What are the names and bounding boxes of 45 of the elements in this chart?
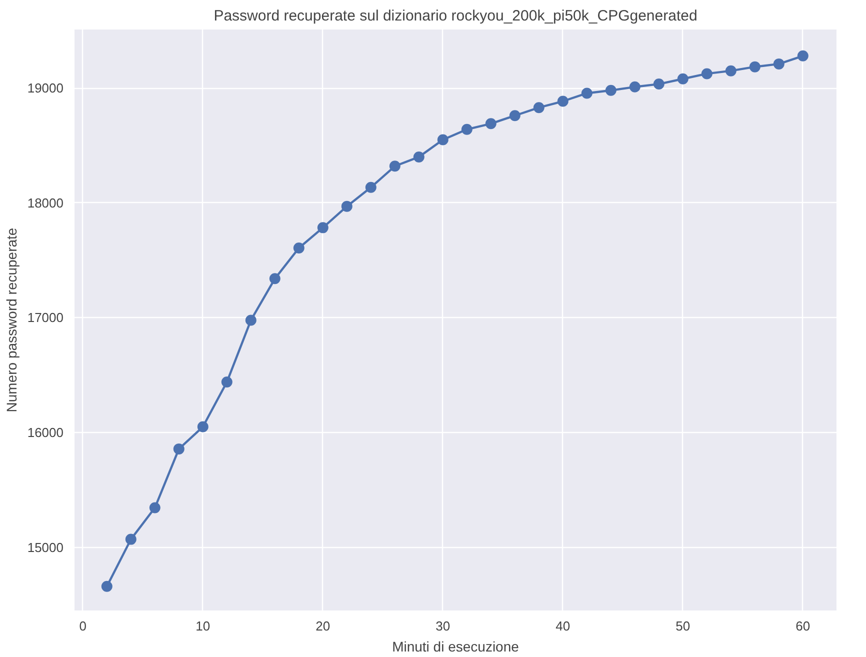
x-tick-label: 0 [79,618,87,634]
point [389,160,400,172]
point [245,314,256,326]
point [365,182,376,193]
point [581,88,592,99]
point [221,376,232,388]
point [533,102,544,114]
chart-title: Password recuperate sul dizionario rockyou_200k_pi50k_CPGgenerated [214,8,698,24]
point [341,200,352,212]
x-tick-label: 10 [196,618,210,634]
point [461,124,472,135]
point [509,110,520,122]
point [629,81,640,92]
y-axis-title: Numero password recuperate [3,228,20,412]
y-tick-label: 15000 [27,540,64,555]
y-tick-label: 18000 [27,195,64,210]
point [605,84,616,96]
point [413,151,424,162]
point [101,580,112,592]
point [173,443,184,454]
point [269,273,280,284]
point [125,534,136,545]
point [797,50,808,62]
x-tick-label: 40 [556,618,570,634]
point [773,58,784,70]
point [293,242,304,254]
point [317,222,328,234]
y-tick-label: 19000 [27,80,64,96]
x-tick-label: 30 [436,618,450,634]
x-axis-title: Minuti di esecuzione [392,638,520,654]
point [485,118,496,130]
point [437,134,448,146]
point [701,68,712,80]
point [677,73,688,84]
x-tick-label: 60 [796,618,810,634]
y-tick-label: 16000 [27,425,64,440]
point [197,421,208,432]
point [149,502,160,514]
point [749,61,760,72]
point [653,78,664,90]
x-tick-label: 20 [316,618,330,634]
point [725,65,736,76]
x-tick-label: 50 [676,618,690,634]
y-tick-label: 17000 [27,310,64,326]
point [557,96,568,107]
